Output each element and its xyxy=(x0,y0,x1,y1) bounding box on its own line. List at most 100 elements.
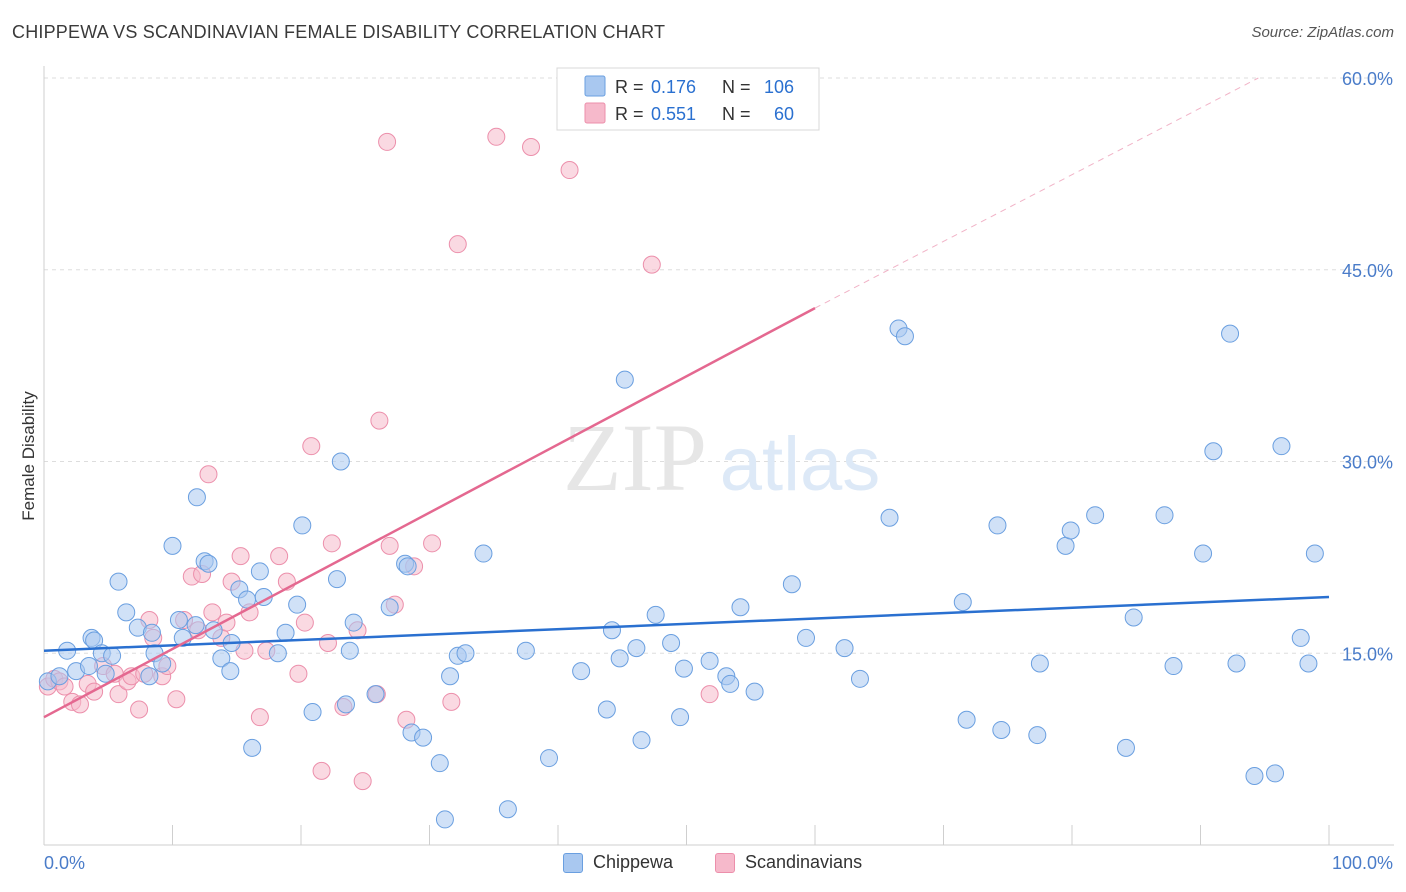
chippewa-point xyxy=(186,616,205,635)
chippewa-point xyxy=(79,657,98,676)
chippewa-point xyxy=(344,613,363,632)
chippewa-point xyxy=(572,662,591,681)
chippewa-point xyxy=(430,754,449,773)
scandinavian-point xyxy=(322,534,341,553)
chippewa-point xyxy=(331,452,350,471)
chippewa-point xyxy=(782,575,801,594)
chippewa-point xyxy=(1194,544,1213,563)
chippewa-point xyxy=(1305,544,1324,563)
chippewa-point xyxy=(850,669,869,688)
chippewa-point xyxy=(187,488,206,507)
legend-top-n-value: 60 xyxy=(774,104,794,124)
chippewa-point xyxy=(988,516,1007,535)
chippewa-point xyxy=(50,667,69,686)
chippewa-point xyxy=(1272,437,1291,456)
chippewa-point xyxy=(327,570,346,589)
scandinavian-point xyxy=(250,708,269,727)
x-tick-label: 0.0% xyxy=(44,853,85,873)
scandinavian-point xyxy=(448,235,467,254)
scandinavian-trend-line xyxy=(43,306,816,719)
chippewa-point xyxy=(441,667,460,686)
scandinavian-point xyxy=(289,664,308,683)
chippewa-point xyxy=(1116,738,1135,757)
scandinavian-point xyxy=(318,634,337,653)
scandinavian-point xyxy=(423,534,442,553)
chippewa-trend-line xyxy=(43,595,1330,652)
chippewa-point xyxy=(1221,324,1240,343)
chippewa-point xyxy=(303,703,322,722)
scandinavian-point xyxy=(203,603,222,622)
scandinavian-point xyxy=(370,411,389,430)
chippewa-point xyxy=(498,800,517,819)
scandinavian-point xyxy=(378,132,397,151)
scandinavian-point xyxy=(199,465,218,484)
chippewa-point xyxy=(366,685,385,704)
tick-labels: 15.0% 30.0% 45.0% 60.0% 0.0% 100.0% xyxy=(44,69,1393,873)
y-axis-label: Female Disability xyxy=(19,391,38,521)
watermark-zip: ZIP xyxy=(563,404,707,511)
legend-top-chippewa-swatch xyxy=(584,75,606,97)
chippewa-point xyxy=(103,646,122,665)
scandinavian-point xyxy=(442,692,461,711)
chippewa-point xyxy=(516,641,535,660)
chippewa-point xyxy=(293,516,312,535)
chippewa-point xyxy=(957,710,976,729)
scandinavian-trend-extension xyxy=(814,77,1259,309)
chippewa-point xyxy=(953,593,972,612)
chippewa-point xyxy=(1204,442,1223,461)
chippewa-point xyxy=(610,649,629,668)
watermark: ZIP atlas xyxy=(563,404,880,511)
scandinavian-point xyxy=(560,161,579,180)
legend-top-scandinavian-swatch xyxy=(584,102,606,124)
chippewa-point xyxy=(835,639,854,658)
chippewa-point xyxy=(340,641,359,660)
chippewa-point xyxy=(615,370,634,389)
chippewa-point xyxy=(627,639,646,658)
chippewa-point xyxy=(992,720,1011,739)
legend-bottom: Chippewa Scandinavians xyxy=(0,852,1406,878)
scandinavian-point xyxy=(487,127,506,146)
scandinavian-point xyxy=(522,138,541,157)
scandinavian-point xyxy=(167,690,186,709)
legend-top-r-label: R = xyxy=(615,104,644,124)
chippewa-point xyxy=(671,708,690,727)
scandinavian-point xyxy=(353,772,372,791)
scandinavian-point xyxy=(312,761,331,780)
scandinavian-point xyxy=(231,547,250,566)
scandinavian-point xyxy=(270,547,289,566)
chippewa-point xyxy=(1291,628,1310,647)
chippewa-point xyxy=(414,728,433,747)
chippewa-point xyxy=(540,749,559,768)
chippewa-point xyxy=(1155,506,1174,525)
chippewa-point xyxy=(163,536,182,555)
chippewa-point xyxy=(221,662,240,681)
chippewa-point xyxy=(288,595,307,614)
chippewa-point xyxy=(1299,654,1318,673)
chippewa-point xyxy=(1245,766,1264,785)
chippewa-point xyxy=(212,649,231,668)
chippewa-point xyxy=(398,557,417,576)
x-tick-label: 100.0% xyxy=(1332,853,1393,873)
legend-top-r-label: R = xyxy=(615,77,644,97)
chippewa-point xyxy=(597,700,616,719)
chippewa-point xyxy=(662,634,681,653)
chippewa-point xyxy=(96,664,115,683)
chippewa-point xyxy=(1030,654,1049,673)
chippewa-point xyxy=(1086,506,1105,525)
chippewa-point xyxy=(109,572,128,591)
chippewa-point xyxy=(1164,657,1183,676)
chippewa-point xyxy=(336,695,355,714)
legend-top-n-label: N = xyxy=(722,104,751,124)
chippewa-point xyxy=(140,667,159,686)
chippewa-point xyxy=(880,508,899,527)
chippewa-point xyxy=(380,598,399,617)
chippewa-point xyxy=(1124,608,1143,627)
chippewa-point xyxy=(268,644,287,663)
scandinavian-point xyxy=(295,613,314,632)
scandinavian-point xyxy=(130,700,149,719)
y-tick-label: 30.0% xyxy=(1342,453,1393,473)
legend-top: R = 0.176 N = 106 R = 0.551 N = 60 xyxy=(556,67,820,131)
legend-item-chippewa: Chippewa xyxy=(563,852,673,873)
scandinavian-point xyxy=(700,685,719,704)
